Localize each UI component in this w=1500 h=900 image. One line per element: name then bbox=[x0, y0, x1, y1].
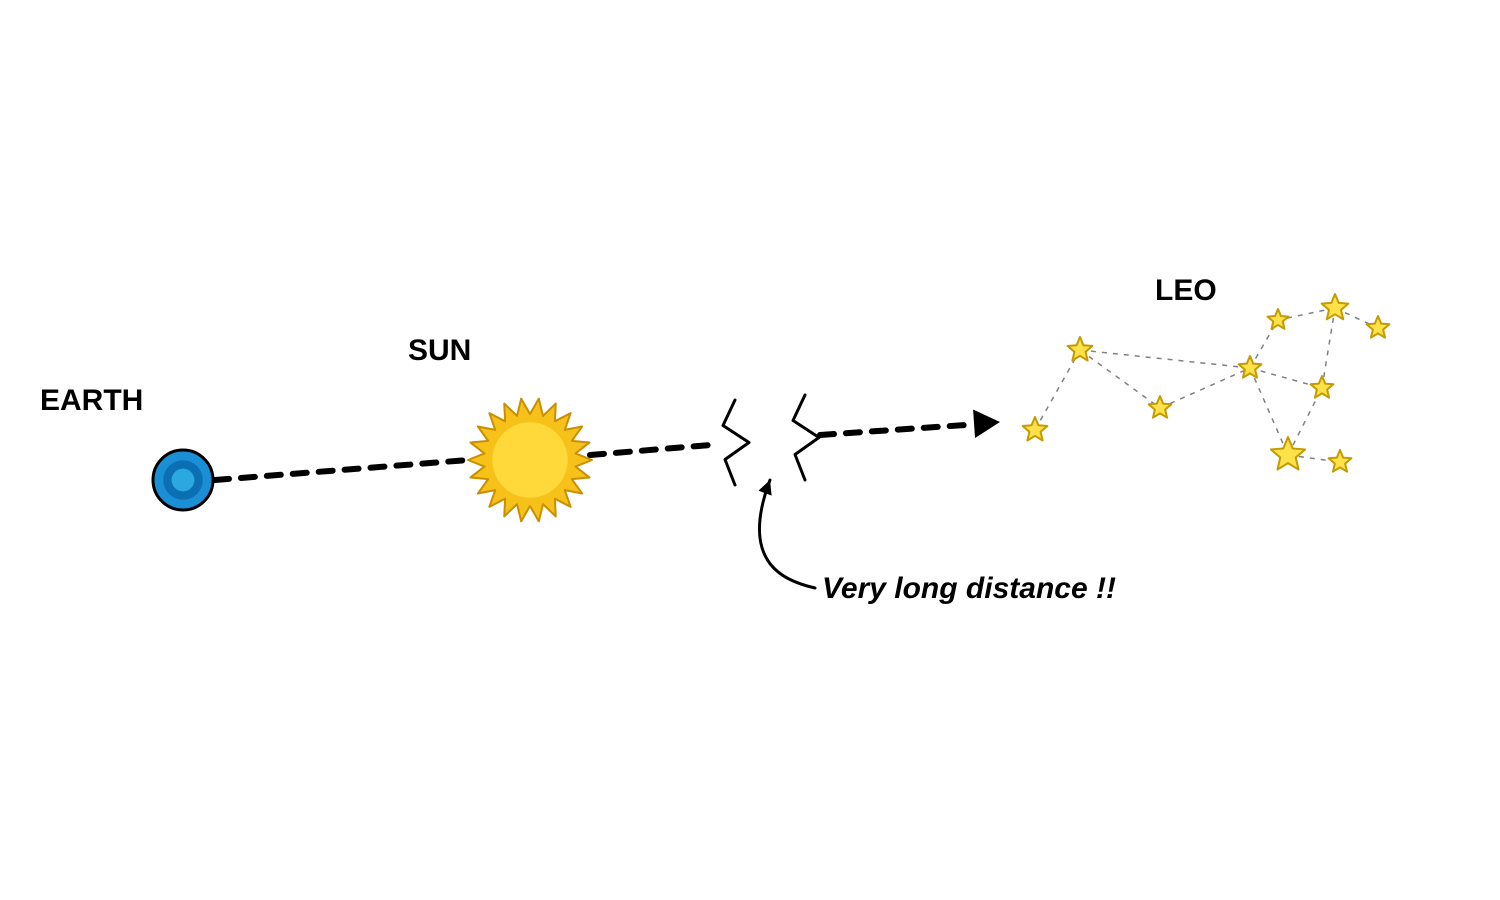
star-icon bbox=[1322, 294, 1349, 319]
leo-label: LEO bbox=[1155, 274, 1217, 307]
star-icon bbox=[1023, 417, 1048, 441]
distance-note-pointer bbox=[759, 480, 815, 588]
distance-note-label: Very long distance !! bbox=[822, 572, 1116, 605]
star-icon bbox=[1367, 316, 1390, 338]
star-icon bbox=[1271, 437, 1305, 470]
sight-line-arrowhead bbox=[973, 410, 1000, 439]
sight-line bbox=[215, 425, 965, 480]
earth-icon bbox=[153, 450, 213, 510]
star-icon bbox=[1329, 450, 1352, 472]
sun-icon bbox=[468, 399, 592, 522]
star-icon bbox=[1149, 396, 1172, 418]
star-icon bbox=[1239, 356, 1262, 378]
star-icon bbox=[1311, 376, 1334, 398]
astronomy-diagram: EARTH SUN LEO Very long distance !! bbox=[0, 0, 1500, 900]
earth-label: EARTH bbox=[40, 384, 143, 417]
leo-constellation-stars bbox=[1023, 294, 1390, 472]
distance-break-marks bbox=[723, 395, 819, 485]
star-icon bbox=[1268, 309, 1289, 329]
sun-label: SUN bbox=[408, 334, 471, 367]
